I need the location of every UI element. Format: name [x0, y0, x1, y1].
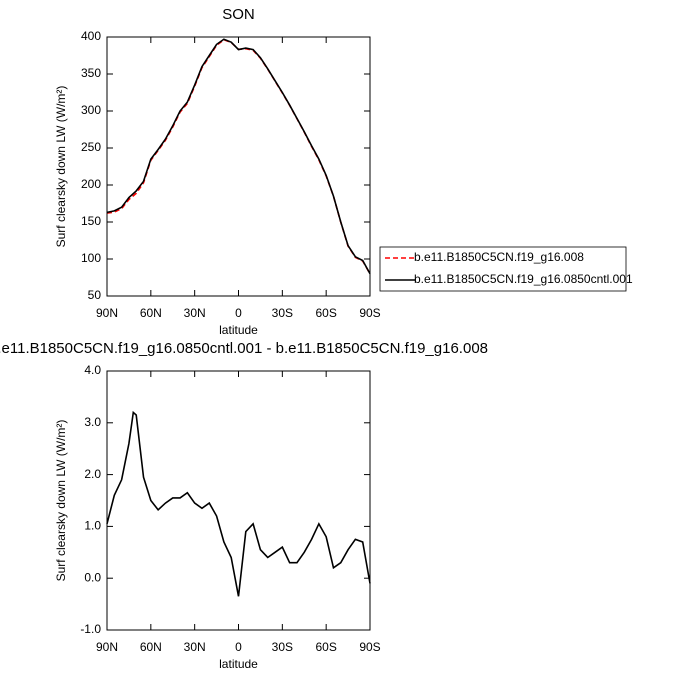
y-tick-label: 2.0	[84, 467, 101, 481]
x-tick-label: 60N	[140, 306, 162, 320]
x-axis-label: latitude	[219, 657, 258, 671]
legend-label: b.e11.B1850C5CN.f19_g16.008	[414, 250, 584, 264]
y-tick-label: 300	[81, 103, 101, 117]
x-tick-label: 30N	[184, 306, 206, 320]
y-tick-label: 1.0	[84, 519, 101, 533]
x-tick-label: 60S	[315, 306, 336, 320]
y-tick-label: 200	[81, 177, 101, 191]
x-tick-label: 90S	[359, 306, 380, 320]
x-tick-label: 30S	[272, 640, 293, 654]
chart-title: b.e11.B1850C5CN.f19_g16.0850cntl.001 - b…	[0, 340, 488, 357]
x-tick-label: 0	[235, 640, 242, 654]
y-tick-label: 0.0	[84, 570, 101, 584]
x-tick-label: 90S	[359, 640, 380, 654]
y-tick-label: 4.0	[84, 363, 101, 377]
x-tick-label: 90N	[96, 640, 118, 654]
y-tick-label: 3.0	[84, 415, 101, 429]
y-tick-label: 400	[81, 29, 101, 43]
data-line	[106, 410, 371, 597]
y-tick-label: -1.0	[80, 622, 101, 636]
x-tick-label: 0	[235, 306, 242, 320]
x-tick-label: 60N	[140, 640, 162, 654]
x-axis-label: latitude	[219, 323, 258, 337]
data-line	[106, 38, 371, 275]
x-tick-label: 30S	[272, 306, 293, 320]
y-axis-label: Surf clearsky down LW (W/m²)	[54, 86, 68, 248]
y-tick-label: 50	[88, 288, 102, 302]
plot-frame	[106, 370, 371, 631]
x-tick-label: 60S	[315, 640, 336, 654]
y-tick-label: 100	[81, 251, 101, 265]
y-axis-label: Surf clearsky down LW (W/m²)	[54, 420, 68, 582]
data-line	[106, 38, 371, 275]
chart-title: SON	[222, 6, 255, 23]
x-tick-label: 90N	[96, 306, 118, 320]
legend-box	[379, 246, 627, 292]
y-tick-label: 150	[81, 214, 101, 228]
y-tick-label: 250	[81, 140, 101, 154]
plot-frame	[106, 36, 371, 297]
legend-label: b.e11.B1850C5CN.f19_g16.0850cntl.001	[414, 272, 633, 286]
y-tick-label: 350	[81, 66, 101, 80]
x-tick-label: 30N	[184, 640, 206, 654]
